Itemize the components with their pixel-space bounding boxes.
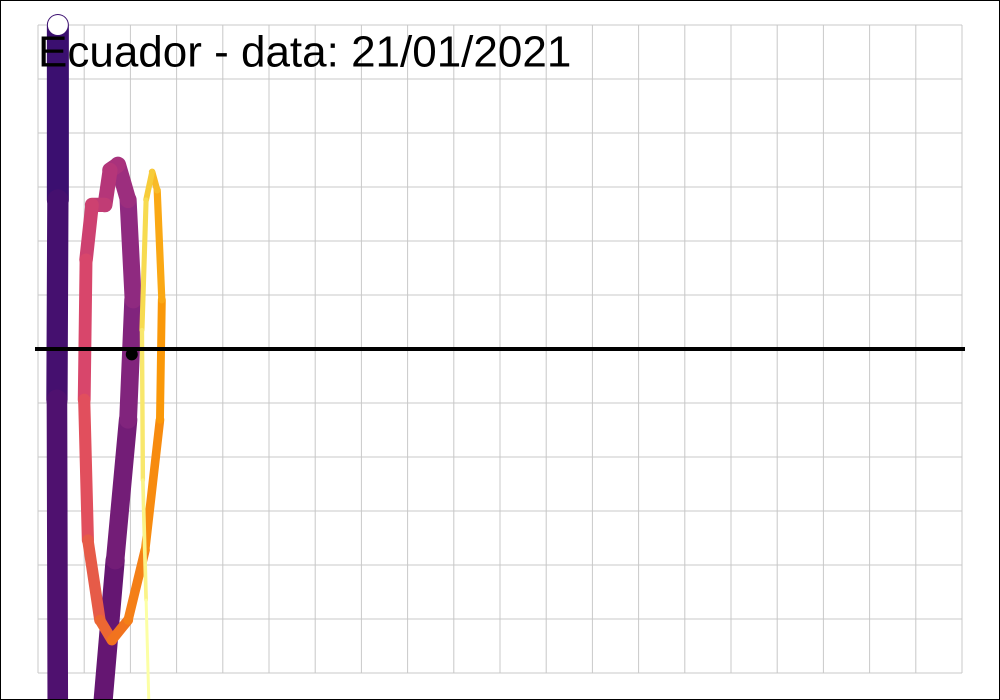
trajectory-segment — [123, 545, 150, 625]
trajectory — [46, 14, 166, 699]
trajectory-segment — [139, 327, 146, 483]
trajectory-segment — [144, 598, 151, 699]
trajectory-segment — [105, 410, 138, 570]
trajectory-segment — [119, 191, 142, 309]
trajectory-segment — [78, 393, 94, 547]
trajectory-segment — [79, 198, 99, 267]
start-point — [47, 15, 68, 35]
trajectory-segment — [156, 295, 166, 424]
trajectory-segment — [140, 415, 165, 555]
trajectory-segment — [139, 197, 149, 333]
chart-title: Ecuador - data: 21/01/2021 — [38, 28, 571, 77]
trajectory-segment — [46, 189, 69, 411]
trajectory-segment — [46, 389, 69, 699]
trajectory-segment — [141, 478, 148, 602]
current-point — [125, 348, 138, 361]
trajectory-segment — [93, 550, 125, 699]
trajectory-segment — [143, 168, 156, 203]
trajectory-segment — [77, 253, 93, 407]
trajectory-segment — [153, 186, 166, 304]
trajectory-segment — [82, 534, 106, 626]
